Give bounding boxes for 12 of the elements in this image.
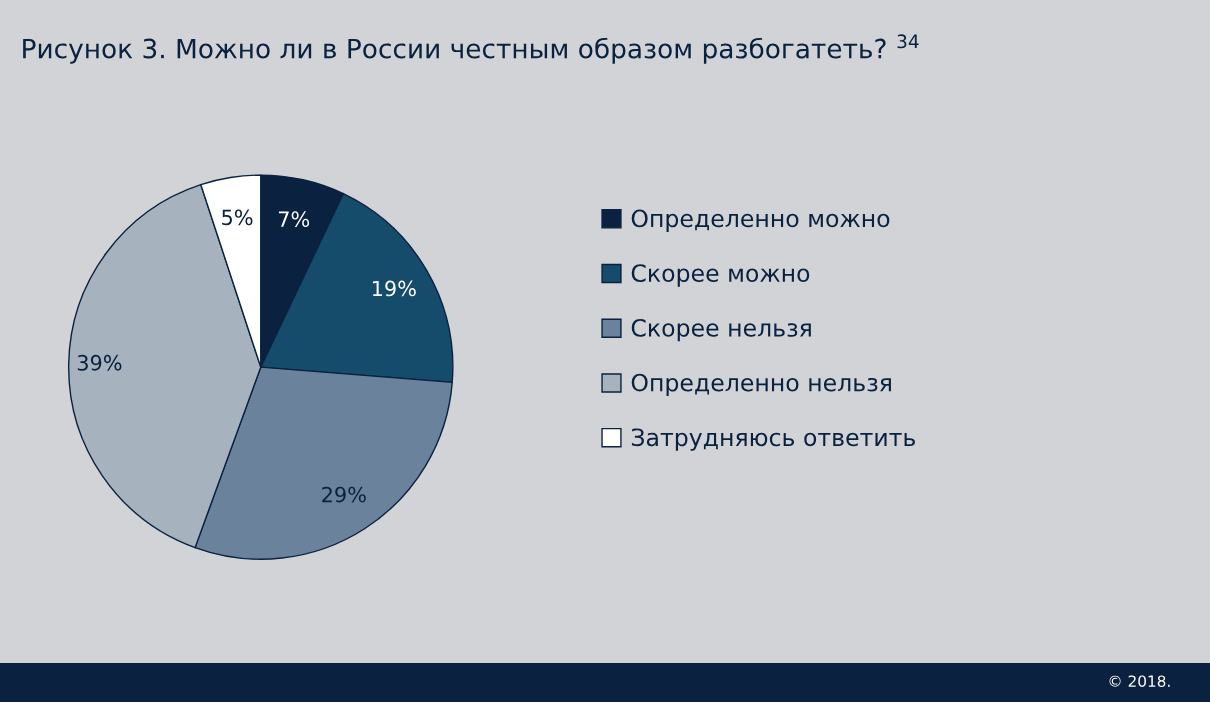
chart-title: Рисунок 3. Можно ли в России честным образом разбогатеть? $^{34}$ [23, 34, 919, 64]
legend-label: Скорее нельзя [631, 318, 811, 342]
data-label: 7% [278, 211, 310, 228]
data-label: 5% [222, 209, 253, 226]
legend-label: Определенно можно [631, 209, 890, 232]
legend-label: Определенно нельзя [631, 373, 891, 397]
text: © 2018. [1109, 675, 1170, 687]
data-label: 29% [322, 486, 366, 503]
data-label: 39% [77, 354, 122, 371]
legend-label: Скорее можно [631, 264, 810, 287]
data-label: 19% [372, 280, 416, 297]
legend-label: Затрудняюсь ответить [631, 428, 915, 451]
